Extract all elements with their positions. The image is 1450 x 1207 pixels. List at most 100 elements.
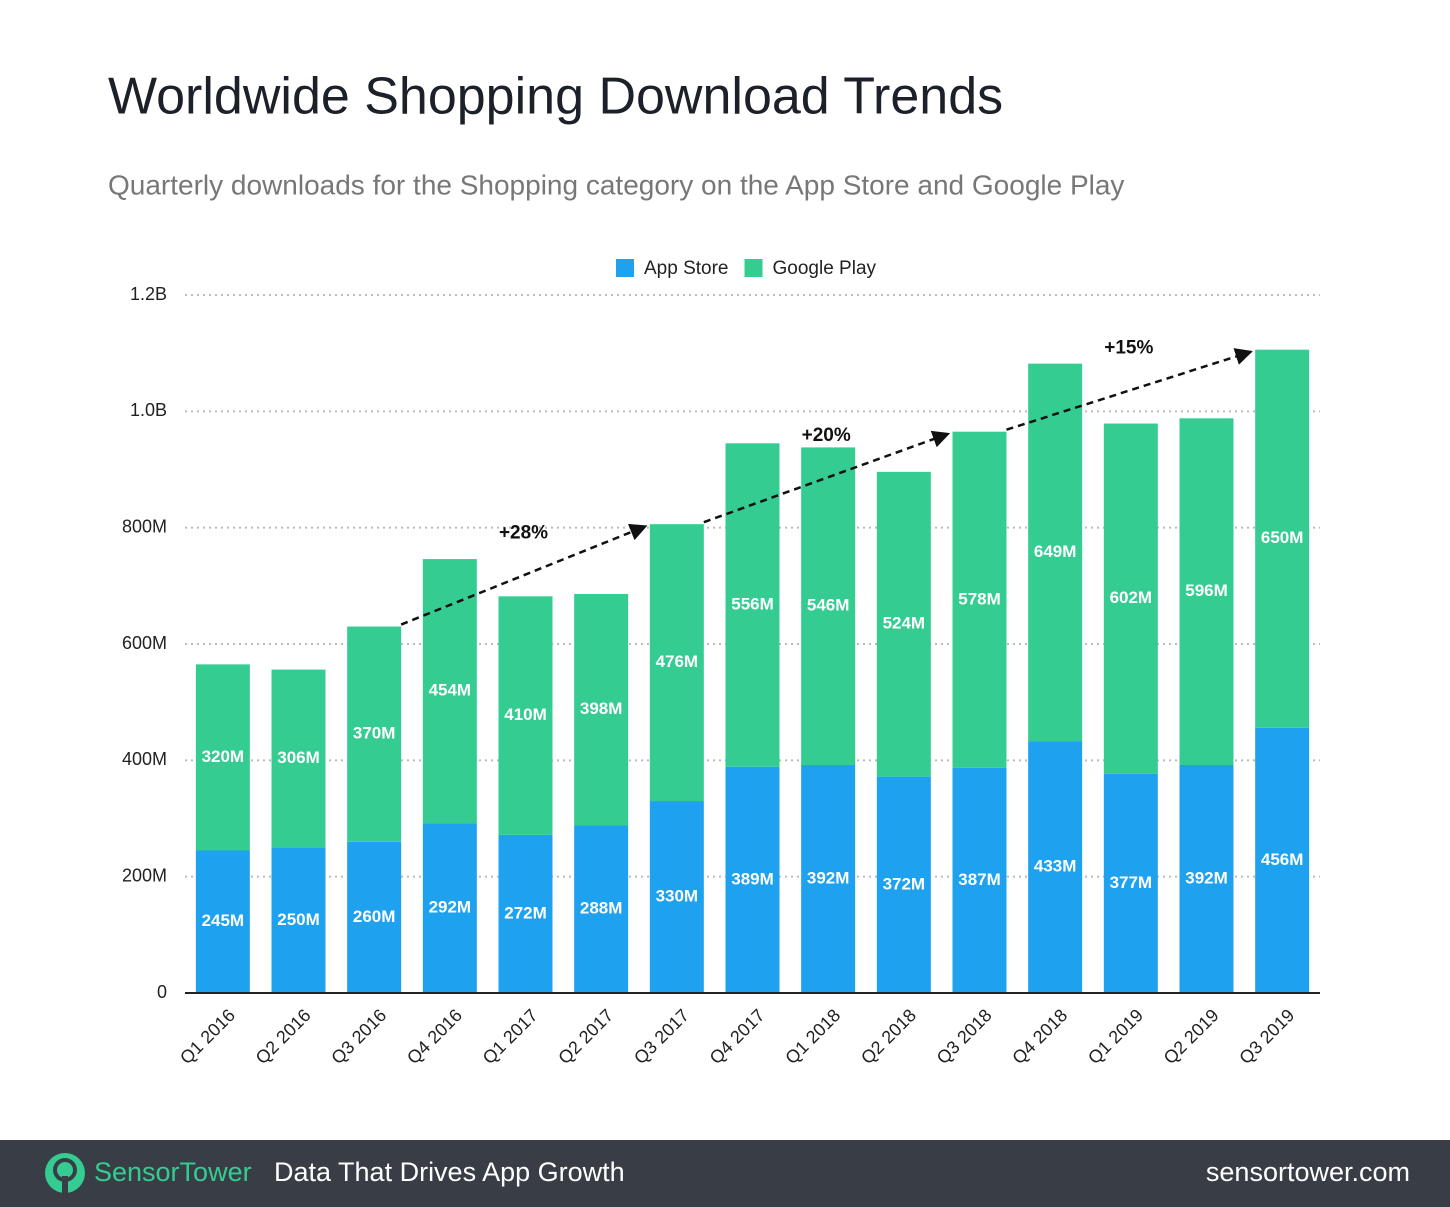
value-label: 370M	[353, 724, 396, 743]
bar-segment	[498, 596, 553, 835]
value-label: 372M	[883, 874, 926, 893]
annotation: +15%	[1104, 338, 1153, 359]
value-label: 433M	[1034, 857, 1077, 876]
bar-segment	[876, 776, 931, 993]
bar-segment	[347, 626, 402, 842]
footer-url: sensortower.com	[1206, 1157, 1410, 1187]
y-tick-label: 200M	[122, 865, 167, 885]
x-tick-label: Q1 2018	[781, 1005, 844, 1068]
bar-segment	[725, 443, 780, 767]
y-tick-label: 400M	[122, 749, 167, 769]
footer-brand: SensorTower	[94, 1157, 252, 1187]
bar-segment	[801, 447, 856, 765]
bar-segment	[1179, 764, 1234, 993]
footer-tagline: Data That Drives App Growth	[274, 1157, 625, 1187]
value-label: 650M	[1261, 528, 1304, 547]
value-label: 546M	[807, 596, 850, 615]
value-label: 602M	[1110, 588, 1153, 607]
y-tick-label: 0	[157, 982, 167, 1002]
x-tick-label: Q2 2018	[857, 1005, 920, 1068]
trend-arrow	[400, 523, 648, 626]
footer-bar	[0, 1140, 1450, 1207]
logo	[45, 1153, 85, 1193]
value-label: 389M	[731, 869, 774, 888]
x-tick-label: Q1 2016	[176, 1005, 239, 1068]
bar-segment	[574, 593, 629, 826]
value-label: 377M	[1110, 873, 1153, 892]
value-label: 392M	[1185, 868, 1228, 887]
x-tick-label: Q1 2019	[1084, 1005, 1147, 1068]
x-tick-label: Q3 2019	[1235, 1005, 1298, 1068]
bar-segment	[1103, 773, 1158, 993]
x-tick-label: Q2 2017	[554, 1005, 617, 1068]
bar-segment	[649, 524, 704, 802]
x-tick-label: Q3 2018	[933, 1005, 996, 1068]
bar-segment	[1103, 423, 1158, 774]
bar-segment	[1255, 349, 1310, 728]
value-label: 476M	[656, 652, 699, 671]
bar-segment	[725, 766, 780, 993]
bar-segment	[801, 764, 856, 993]
annotation: +28%	[499, 522, 548, 543]
y-tick-label: 1.2B	[130, 284, 167, 304]
bar-segment	[649, 801, 704, 993]
logo-stem	[62, 1176, 68, 1194]
bar-segment	[195, 664, 250, 851]
value-label: 272M	[504, 903, 547, 922]
value-label: 330M	[656, 887, 699, 906]
annotation: +20%	[802, 425, 851, 446]
chart-title: Worldwide Shopping Download Trends	[108, 68, 1003, 126]
x-tick-label: Q4 2016	[403, 1005, 466, 1068]
bar-segment	[422, 559, 477, 824]
value-label: 392M	[807, 868, 850, 887]
x-tick-label: Q4 2018	[1008, 1005, 1071, 1068]
x-tick-label: Q3 2016	[327, 1005, 390, 1068]
bar-segment	[952, 767, 1007, 993]
trend-arrow	[1006, 348, 1253, 431]
value-label: 410M	[504, 705, 547, 724]
bar-segment	[876, 471, 931, 777]
bar-segment	[1179, 418, 1234, 765]
bar-segment	[952, 431, 1007, 768]
value-label: 245M	[202, 911, 245, 930]
value-label: 556M	[731, 595, 774, 614]
value-label: 524M	[883, 614, 926, 633]
bar-segment	[1028, 741, 1083, 993]
value-label: 306M	[277, 748, 320, 767]
bar-segment	[574, 825, 629, 993]
x-tick-label: Q1 2017	[479, 1005, 542, 1068]
value-label: 260M	[353, 907, 396, 926]
value-label: 596M	[1185, 581, 1228, 600]
bar-segment	[422, 823, 477, 993]
x-tick-label: Q3 2017	[630, 1005, 693, 1068]
y-tick-label: 800M	[122, 516, 167, 536]
bar-segment	[498, 834, 553, 993]
value-label: 320M	[202, 747, 245, 766]
value-label: 398M	[580, 699, 623, 718]
value-label: 250M	[277, 910, 320, 929]
bar-segment	[271, 847, 326, 993]
bar-segment	[1255, 727, 1310, 993]
value-label: 292M	[429, 898, 472, 917]
x-tick-label: Q4 2017	[706, 1005, 769, 1068]
y-tick-label: 600M	[122, 633, 167, 653]
legend-label: App Store	[644, 258, 729, 279]
x-tick-label: Q2 2019	[1160, 1005, 1223, 1068]
bar-segment	[195, 850, 250, 993]
value-label: 387M	[958, 870, 1001, 889]
chart-subtitle: Quarterly downloads for the Shopping cat…	[108, 169, 1124, 200]
x-tick-label: Q2 2016	[252, 1005, 315, 1068]
legend-label: Google Play	[773, 258, 877, 279]
bar-segment	[1028, 363, 1083, 742]
value-label: 578M	[958, 589, 1001, 608]
bar-segment	[271, 669, 326, 848]
bar-segment	[347, 841, 402, 993]
trend-arrow	[703, 430, 951, 524]
value-label: 456M	[1261, 850, 1304, 869]
y-tick-label: 1.0B	[130, 400, 167, 420]
value-label: 649M	[1034, 542, 1077, 561]
value-label: 288M	[580, 899, 623, 918]
legend-swatch	[744, 259, 763, 277]
value-label: 454M	[429, 681, 472, 700]
